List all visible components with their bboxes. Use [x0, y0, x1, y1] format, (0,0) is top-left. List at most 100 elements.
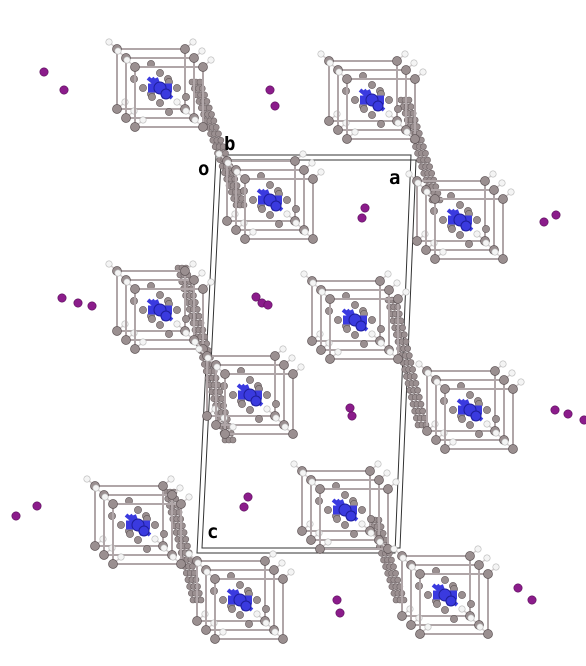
hydrogen-atom	[105, 260, 113, 268]
carbon-atom	[341, 521, 349, 529]
chain-atom	[407, 359, 415, 366]
hydrogen-atom	[390, 545, 398, 553]
carbon-atom	[240, 174, 250, 184]
carbon-atom	[351, 96, 359, 104]
carbon-atom	[283, 196, 291, 204]
hydrogen-atom	[271, 628, 279, 636]
carbon-atom	[278, 574, 288, 584]
cation-cluster	[195, 345, 305, 439]
carbon-atom	[475, 430, 483, 438]
hydrogen-atom	[483, 420, 491, 428]
iodide-ion	[73, 298, 83, 308]
hydrogen-atom	[185, 493, 193, 501]
carbon-atom	[392, 56, 402, 66]
iodide-ion	[550, 405, 560, 415]
carbon-atom	[440, 444, 450, 454]
iodide-ion	[32, 501, 42, 511]
hydrogen-atom	[308, 478, 316, 486]
iodide-ion	[39, 67, 49, 77]
carbon-atom	[315, 484, 325, 494]
carbon-atom	[466, 391, 474, 399]
carbon-atom	[255, 415, 263, 423]
carbon-atom	[192, 616, 202, 626]
hydrogen-atom	[195, 345, 203, 353]
chain-atom	[210, 117, 218, 125]
carbon-atom	[448, 225, 456, 233]
hydrogen-atom	[491, 248, 499, 256]
chain-atom	[217, 136, 225, 144]
hydrogen-atom	[492, 563, 500, 571]
hydrogen-atom	[367, 529, 375, 537]
hydrogen-atom	[173, 320, 181, 328]
carbon-atom	[240, 234, 250, 244]
carbon-atom	[222, 216, 232, 226]
carbon-atom	[406, 620, 416, 630]
hydrogen-atom	[191, 338, 199, 346]
chain-atom	[215, 130, 222, 138]
carbon-atom	[410, 74, 420, 84]
carbon-atom	[377, 120, 385, 128]
chain-atom	[417, 400, 425, 408]
hydrogen-atom	[318, 288, 326, 296]
cation-clusters	[83, 38, 525, 644]
chain-atom	[390, 563, 397, 570]
carbon-atom	[220, 429, 230, 439]
carbon-atom	[258, 205, 266, 213]
carbon-atom	[165, 330, 173, 338]
iodide-ion	[57, 293, 67, 303]
hydrogen-atom	[508, 369, 516, 377]
chain-atom	[402, 338, 410, 345]
chain-atom	[404, 345, 411, 352]
iodide-ion	[579, 415, 586, 425]
carbon-atom	[498, 254, 508, 264]
carbon-atom	[219, 596, 227, 604]
iodide-ion	[357, 213, 367, 223]
chain-atom	[238, 195, 245, 202]
hydrogen-atom	[433, 378, 441, 386]
carbon-atom	[288, 369, 298, 379]
chain-atom	[428, 170, 436, 177]
carbon-atom	[466, 421, 474, 429]
carbon-atom	[377, 325, 385, 333]
hydrogen-atom	[204, 354, 212, 362]
carbon-atom	[508, 444, 518, 454]
hydrogen-atom	[335, 68, 343, 76]
carbon-atom	[333, 515, 341, 523]
carbon-atom	[368, 316, 376, 324]
carbon-atom	[275, 220, 283, 228]
hydrogen-atom	[101, 493, 109, 501]
hydrogen-atom	[215, 150, 223, 158]
carbon-atom	[112, 104, 122, 114]
cation-cluster	[300, 270, 410, 364]
carbon-atom	[266, 211, 274, 219]
carbon-atom	[229, 391, 237, 399]
hydrogen-atom	[198, 47, 206, 55]
hydrogen-atom	[489, 170, 497, 178]
chain-atom	[203, 98, 211, 105]
iodide-ion	[59, 85, 69, 95]
hydrogen-atom	[229, 423, 237, 431]
carbon-atom	[130, 284, 140, 294]
iodide-ion	[265, 85, 275, 95]
carbon-atom	[440, 384, 450, 394]
chain-atom	[392, 570, 399, 577]
iodide-ion	[347, 411, 357, 421]
axis-c-label: c	[207, 521, 218, 543]
hydrogen-atom	[92, 484, 100, 492]
carbon-atom	[456, 231, 464, 239]
hydrogen-atom	[151, 535, 159, 543]
hydrogen-atom	[507, 188, 515, 196]
iodide-ion	[243, 492, 253, 502]
hydrogen-atom	[449, 438, 457, 446]
carbon-atom	[156, 69, 164, 77]
carbon-atom	[246, 376, 254, 384]
carbon-atom	[439, 216, 447, 224]
hydrogen-atom	[403, 128, 411, 136]
hydrogen-atom	[123, 56, 131, 64]
hydrogen-atom	[83, 475, 91, 483]
carbon-atom	[449, 406, 457, 414]
carbon-atom	[292, 205, 300, 213]
carbon-atom	[365, 466, 375, 476]
carbon-atom	[367, 515, 375, 523]
carbon-atom	[156, 321, 164, 329]
